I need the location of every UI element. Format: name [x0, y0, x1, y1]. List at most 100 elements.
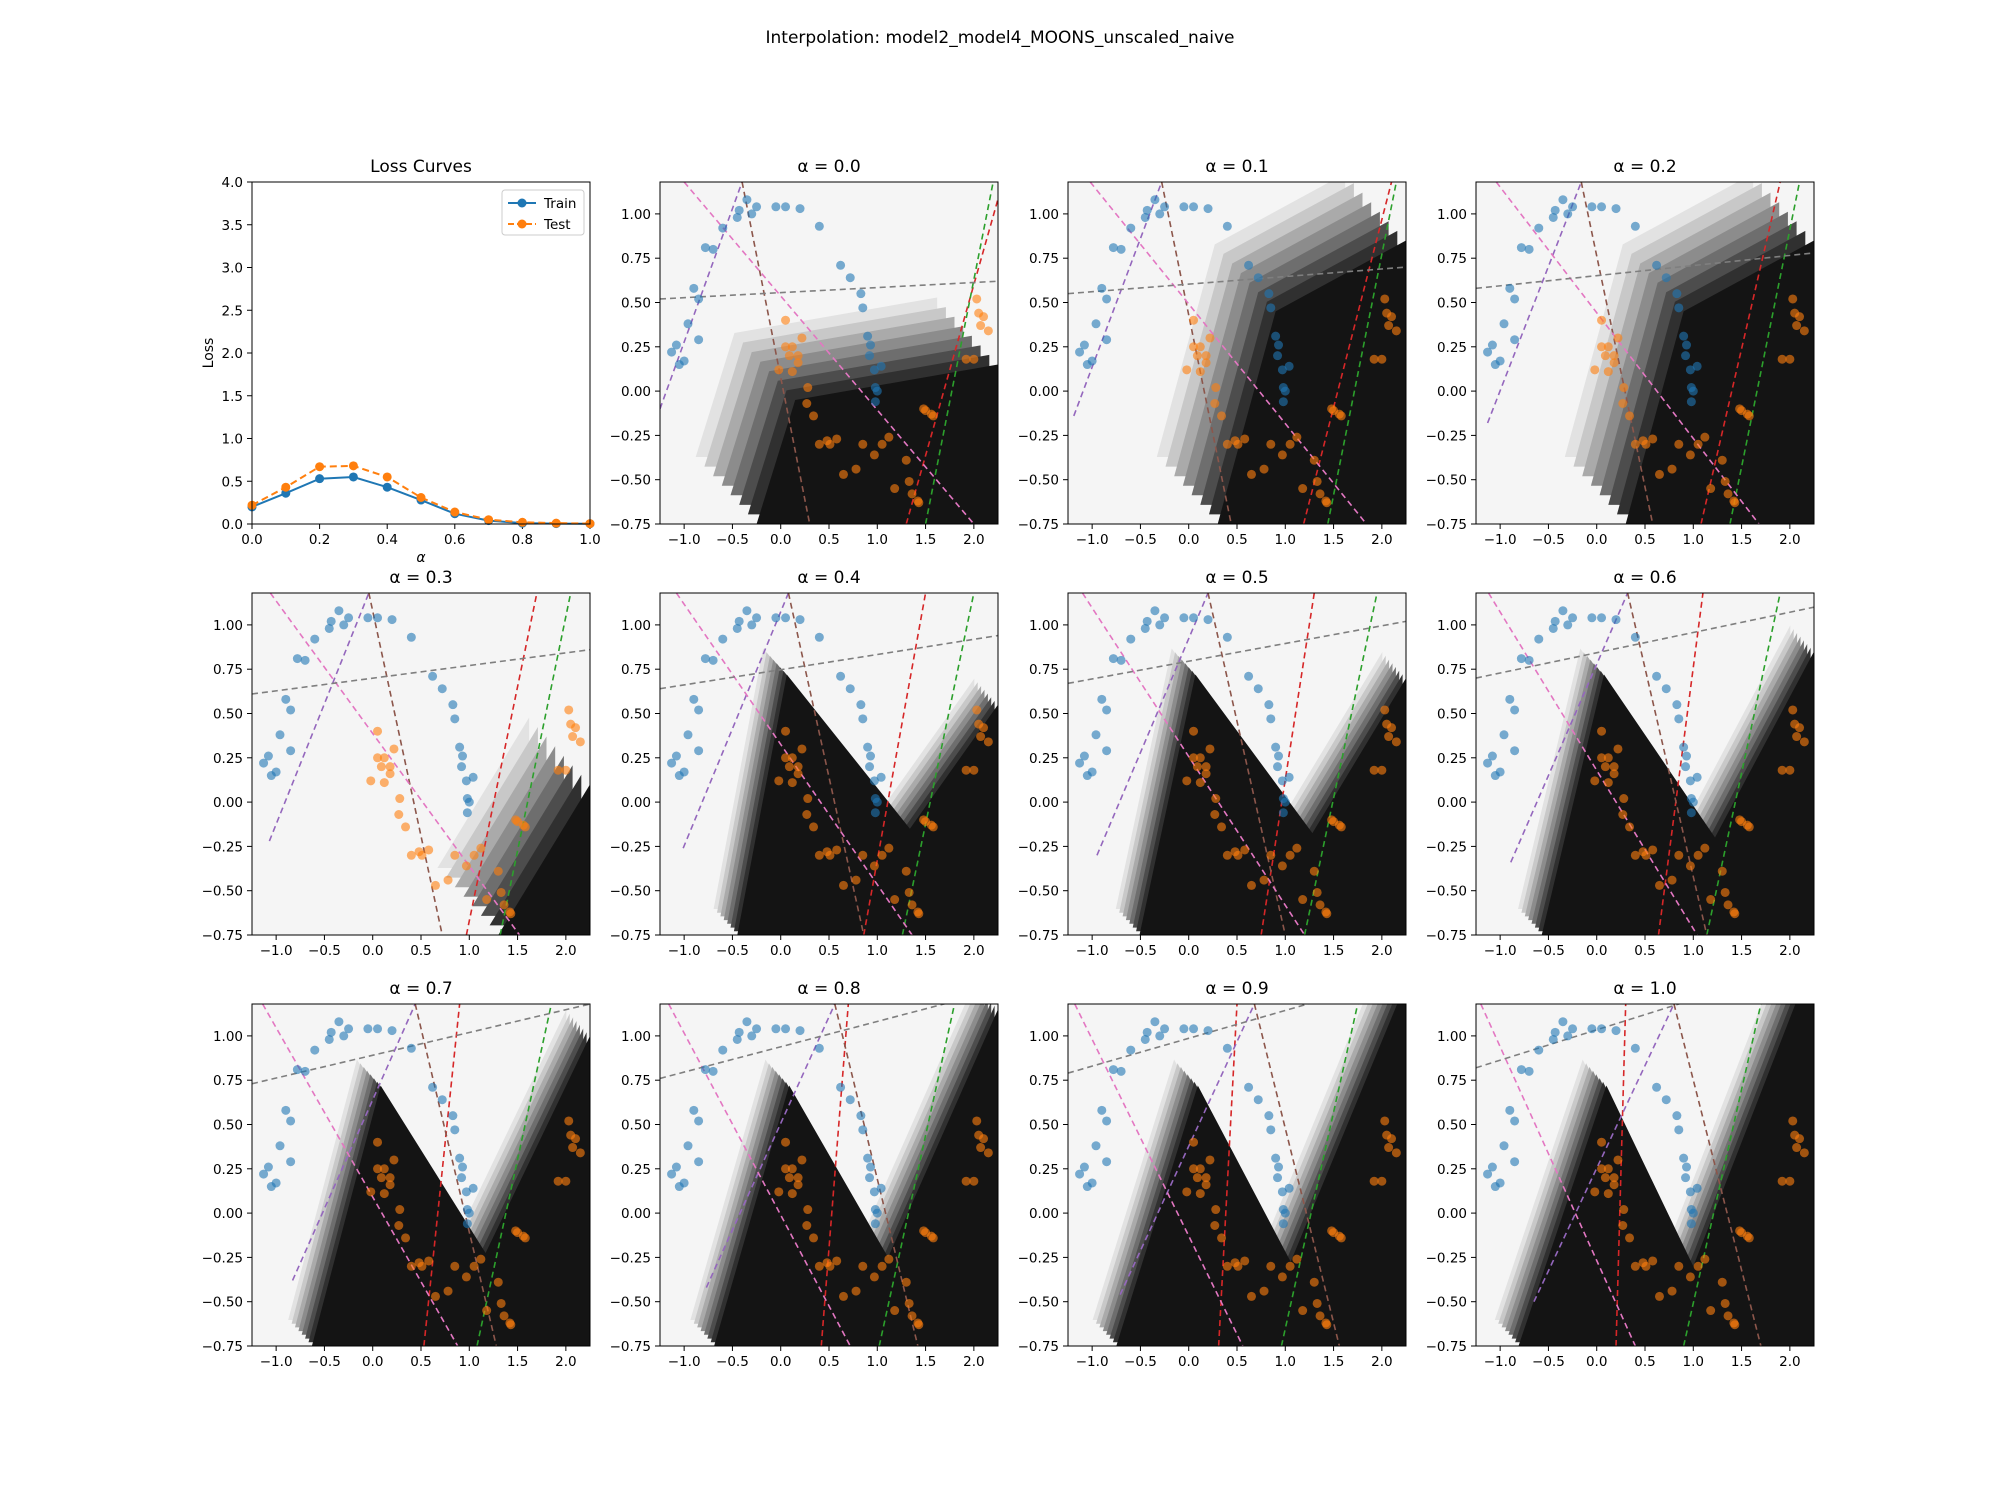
boundary-line [1260, 593, 1316, 935]
class0-point [1563, 620, 1573, 630]
class1-point [1619, 794, 1629, 804]
y-tick-label: 0.00 [1437, 384, 1467, 400]
class0-point [1688, 1208, 1698, 1218]
boundary-line [1089, 182, 1368, 524]
class0-point [872, 1208, 882, 1218]
panel-title: α = 0.5 [1205, 568, 1268, 588]
class1-point [1201, 1173, 1211, 1183]
y-tick-label: −0.25 [202, 839, 243, 855]
x-tick-label: 0.2 [309, 532, 330, 548]
class0-point [1116, 655, 1126, 665]
y-tick-label: −0.50 [1426, 884, 1467, 900]
class0-point [1548, 212, 1558, 222]
class0-point [1487, 1162, 1497, 1172]
class1-point [461, 861, 471, 871]
class0-point [734, 1027, 744, 1037]
class0-point [1681, 762, 1691, 772]
class0-point [734, 616, 744, 626]
boundary-line [1626, 593, 1708, 935]
class0-point [856, 700, 866, 710]
y-tick-label: −0.75 [610, 1339, 651, 1355]
class1-point [561, 1176, 571, 1186]
class1-point [797, 1155, 807, 1165]
class0-point [1274, 1162, 1284, 1172]
x-tick-label: 0.0 [362, 1354, 383, 1370]
class0-point [1203, 204, 1213, 214]
loss-curves-panel: Loss Curves 0.0 0.2 0.4 0.6 0.8 1.0 0.0 0.5 1.0 1.… [201, 157, 601, 566]
class1-point [1285, 439, 1295, 449]
boundary-line [1533, 1004, 1675, 1303]
class1-point [1205, 744, 1215, 754]
class1-point [394, 1221, 404, 1231]
class1-point [1210, 399, 1220, 409]
x-tick-label: 0.5 [410, 1354, 431, 1370]
class0-point [1652, 1082, 1662, 1092]
class1-point [1377, 1176, 1387, 1186]
class1-point [793, 762, 803, 772]
class1-point [1277, 1272, 1287, 1282]
class1-point [1309, 1277, 1319, 1287]
data-point-test [416, 492, 426, 502]
class1-point [496, 887, 506, 897]
y-tick-label: 0.25 [1437, 1162, 1467, 1178]
class1-point [493, 866, 503, 876]
x-tick-label: 2.0 [555, 943, 576, 959]
class1-point [469, 1261, 479, 1271]
class1-point [972, 1116, 982, 1126]
dark-region [1541, 651, 1814, 935]
y-tick-label: −0.25 [1018, 1250, 1059, 1266]
class0-point [1189, 613, 1199, 623]
class1-point [1706, 1306, 1716, 1316]
class1-point [1717, 866, 1727, 876]
series-line-test [251, 464, 591, 525]
class1-point [1630, 850, 1640, 860]
y-tick-label: −0.50 [610, 884, 651, 900]
y-tick-label: −0.75 [1018, 517, 1059, 533]
x-tick-label: 0.0 [1586, 532, 1607, 548]
class1-point [1654, 1291, 1664, 1301]
y-tick-label: 0.50 [1029, 706, 1059, 722]
class0-point [373, 1024, 383, 1034]
x-tick-label: 1.5 [1323, 1354, 1344, 1370]
class0-point [1266, 303, 1276, 313]
class1-point [1795, 723, 1805, 733]
class1-point [825, 1261, 835, 1271]
class0-point [1102, 705, 1112, 715]
x-tick-label: 2.0 [963, 1354, 984, 1370]
class0-point [814, 221, 824, 231]
class1-point [1720, 1298, 1730, 1308]
boundary-line [741, 182, 811, 524]
boundary-line [1253, 1004, 1341, 1346]
boundary-line [1073, 182, 1163, 417]
boundary-line [878, 1004, 956, 1346]
class0-point [1244, 671, 1254, 681]
class0-point [1686, 808, 1696, 818]
class1-point [376, 762, 386, 772]
class0-point [866, 340, 876, 350]
class0-point [1266, 1125, 1276, 1135]
class1-point [1667, 1286, 1677, 1296]
x-tick-label: −1.0 [1076, 532, 1109, 548]
class0-point [1524, 655, 1534, 665]
y-tick-label: 0.25 [213, 1162, 243, 1178]
class1-point [1211, 1205, 1221, 1215]
class1-point [1603, 753, 1613, 763]
class1-point [1603, 342, 1613, 352]
x-tick-label: 2.0 [1779, 532, 1800, 548]
class1-point [1730, 498, 1740, 508]
boundary-line [683, 182, 975, 524]
class0-point [406, 632, 416, 642]
boundary-line [787, 593, 865, 935]
class1-point [1600, 762, 1610, 772]
class0-point [1534, 223, 1544, 233]
y-tick-label: 4.0 [222, 175, 243, 191]
class1-point [379, 753, 389, 763]
panel-title: α = 0.3 [389, 568, 452, 588]
x-tick-label: 1.0 [1683, 1354, 1704, 1370]
class0-point [1661, 684, 1671, 694]
class1-point [832, 845, 842, 855]
alpha-panel: α = 0.0 −1.0 −0.5 0.0 0.5 1.0 1.5 2.0 −0.75 −0.50… [610, 157, 999, 548]
boundary-line [820, 1004, 850, 1346]
boundary-line [1068, 266, 1406, 295]
x-tick-label: −0.5 [716, 1354, 749, 1370]
